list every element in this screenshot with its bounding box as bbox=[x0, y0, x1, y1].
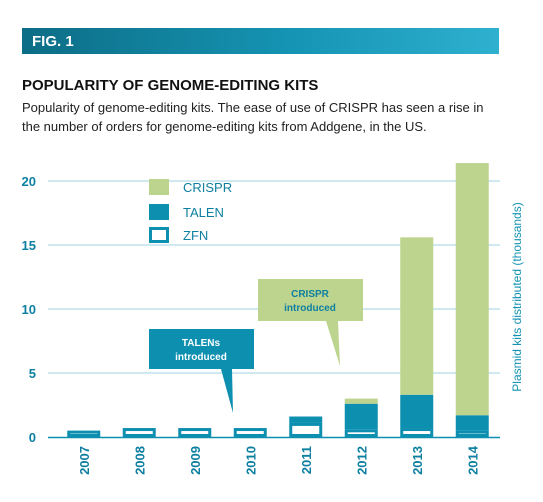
bar-zfn-2007 bbox=[67, 430, 101, 438]
bar-crispr-2012 bbox=[344, 398, 378, 404]
legend-swatch-talen bbox=[149, 204, 169, 220]
bar-crispr-2014 bbox=[455, 163, 489, 416]
annotation-text-2010-1: introduced bbox=[175, 352, 227, 363]
x-tick-label-2010: 2010 bbox=[243, 446, 258, 475]
figure-header-bar: FIG. 1 bbox=[22, 28, 499, 54]
y-tick-label-5: 5 bbox=[29, 366, 36, 381]
x-tick-label-2007: 2007 bbox=[77, 446, 92, 475]
annotation-callout-2012: CRISPR introduced bbox=[258, 279, 363, 366]
legend-label-zfn: ZFN bbox=[183, 228, 208, 243]
bar-zfn-2012 bbox=[344, 429, 378, 438]
annotation-text-2012-0: CRISPR bbox=[291, 289, 330, 300]
y-tick-label-15: 15 bbox=[22, 238, 36, 253]
legend-label-crispr: CRISPR bbox=[183, 180, 232, 195]
y-tick-label-20: 20 bbox=[22, 174, 36, 189]
legend-label-talen: TALEN bbox=[183, 205, 224, 220]
bar-zfn-2014 bbox=[455, 430, 489, 438]
annotation-text-2012-1: introduced bbox=[284, 303, 336, 314]
legend-swatch-crispr bbox=[149, 179, 169, 195]
x-tick-label-2013: 2013 bbox=[410, 446, 425, 475]
legend-swatch-zfn bbox=[149, 227, 169, 243]
x-tick-label-2008: 2008 bbox=[132, 446, 147, 475]
annotation-box-2012 bbox=[258, 279, 363, 366]
bar-zfn-2013 bbox=[400, 428, 434, 438]
x-tick-label-2009: 2009 bbox=[188, 446, 203, 475]
figure-label: FIG. 1 bbox=[32, 33, 74, 50]
x-tick-label-2014: 2014 bbox=[465, 445, 480, 475]
bar-talen-2011 bbox=[289, 416, 323, 423]
y-tick-label-10: 10 bbox=[22, 302, 36, 317]
bar-crispr-2013 bbox=[400, 237, 434, 395]
bar-zfn-2009 bbox=[178, 428, 212, 438]
bar-talen-2014 bbox=[455, 415, 489, 431]
chart-title: POPULARITY OF GENOME-EDITING KITS bbox=[22, 77, 319, 94]
y-axis-label: Plasmid kits distributed (thousands) bbox=[510, 202, 524, 391]
bar-zfn-2008 bbox=[122, 428, 156, 438]
annotation-text-2010-0: TALENs bbox=[182, 338, 221, 349]
x-tick-label-2012: 2012 bbox=[354, 446, 369, 475]
bar-talen-2013 bbox=[400, 394, 434, 429]
bar-talen-2012 bbox=[344, 403, 378, 430]
x-tick-label-2011: 2011 bbox=[299, 446, 314, 474]
bar-zfn-2011 bbox=[289, 422, 323, 438]
bar-zfn-2010 bbox=[233, 428, 267, 438]
y-tick-label-0: 0 bbox=[29, 430, 36, 445]
annotation-box-2010 bbox=[149, 329, 254, 413]
chart-subtitle: Popularity of genome-editing kits. The e… bbox=[22, 100, 484, 134]
annotation-callout-2010: TALENs introduced bbox=[149, 329, 254, 413]
